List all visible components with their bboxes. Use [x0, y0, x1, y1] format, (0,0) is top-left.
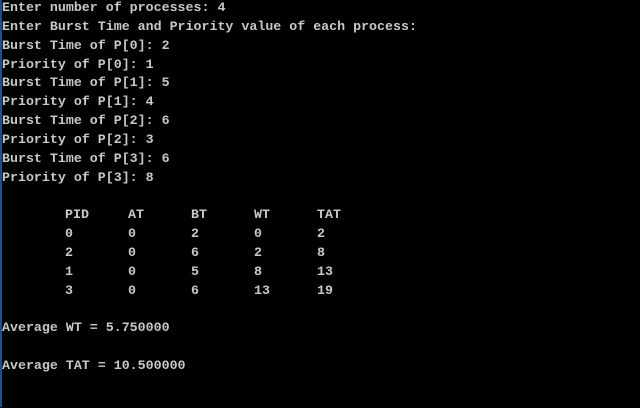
header-bt: BT [191, 207, 207, 223]
header-wt: WT [254, 207, 270, 223]
header-at: AT [128, 207, 144, 223]
output-line: Enter number of processes: 4 [2, 0, 226, 15]
cell-wt: 8 [254, 263, 262, 279]
output-line: Burst Time of P[2]: 6 [2, 113, 170, 129]
blank-line [0, 187, 640, 206]
table-row: 1 0 5 8 13 [0, 263, 640, 282]
table-header: PID AT BT WT TAT [0, 206, 640, 225]
cell-bt: 2 [191, 226, 199, 242]
table-row: 0 0 2 0 2 [0, 225, 640, 244]
output-line: Burst Time of P[0]: 2 [2, 37, 170, 53]
cell-bt: 6 [191, 282, 199, 298]
cell-at: 0 [128, 226, 136, 242]
cell-tat: 2 [317, 226, 325, 242]
blank-line [0, 301, 640, 320]
output-line: Burst Time of P[3]: 6 [2, 150, 170, 166]
average-tat: Average TAT = 10.500000 [2, 358, 186, 374]
cell-tat: 13 [317, 263, 333, 279]
cell-wt: 13 [254, 282, 270, 298]
header-pid: PID [65, 207, 89, 223]
cell-at: 0 [128, 263, 136, 279]
cell-tat: 8 [317, 244, 325, 260]
cell-wt: 2 [254, 244, 262, 260]
cell-at: 0 [128, 282, 136, 298]
output-line: Priority of P[3]: 8 [2, 169, 154, 185]
table-row: 3 0 6 13 19 [0, 282, 640, 301]
output-line: Priority of P[0]: 1 [2, 56, 154, 72]
window-edge [0, 0, 2, 407]
header-tat: TAT [317, 207, 341, 223]
cell-bt: 6 [191, 244, 199, 260]
output-line: Enter Burst Time and Priority value of e… [2, 18, 417, 34]
average-wt: Average WT = 5.750000 [2, 320, 170, 336]
output-line: Burst Time of P[1]: 5 [2, 75, 170, 91]
cell-pid: 2 [65, 244, 73, 260]
blank-line [0, 338, 640, 357]
cell-wt: 0 [254, 226, 262, 242]
cell-bt: 5 [191, 263, 199, 279]
output-line: Priority of P[1]: 4 [2, 94, 154, 110]
output-line: Priority of P[2]: 3 [2, 131, 154, 147]
cell-pid: 3 [65, 282, 73, 298]
table-row: 2 0 6 2 8 [0, 244, 640, 263]
cell-pid: 0 [65, 226, 73, 242]
cell-at: 0 [128, 244, 136, 260]
cell-tat: 19 [317, 282, 333, 298]
cell-pid: 1 [65, 263, 73, 279]
